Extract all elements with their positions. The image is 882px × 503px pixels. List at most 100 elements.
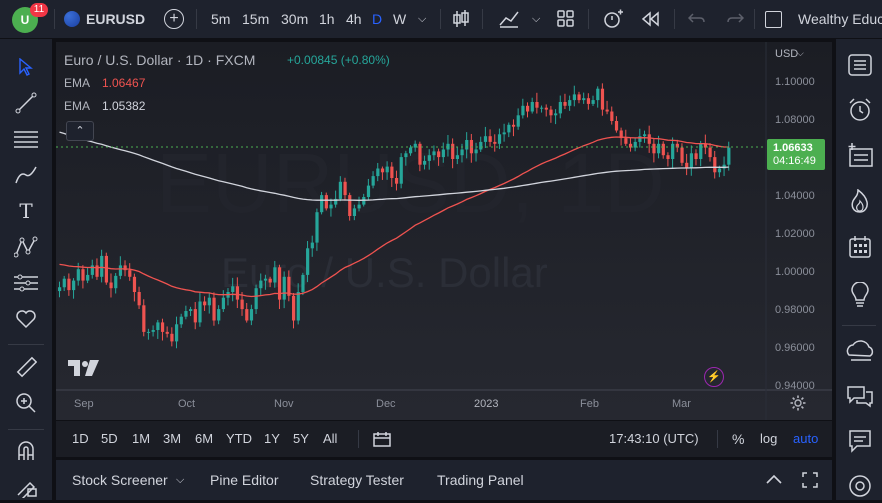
range-1y[interactable]: 1Y — [264, 431, 280, 446]
add-symbol-icon[interactable]: + — [164, 9, 184, 29]
currency-selector[interactable]: USD — [775, 48, 799, 60]
streams-icon[interactable] — [844, 335, 876, 367]
currency-chevron-down-icon[interactable]: ⌵ — [797, 48, 804, 58]
alert-clock-icon[interactable] — [602, 9, 624, 34]
range-5d[interactable]: 5D — [101, 431, 118, 446]
date-range-icon[interactable] — [373, 431, 391, 452]
account-label[interactable]: Wealthy Educ — [798, 11, 882, 27]
watchlist-icon[interactable] — [844, 49, 876, 81]
help-icon[interactable] — [844, 469, 876, 501]
tf-30m[interactable]: 30m — [281, 11, 309, 27]
candle-body — [666, 155, 670, 159]
undo-icon[interactable] — [687, 10, 706, 31]
candle-body — [58, 287, 62, 292]
candle-body — [146, 331, 151, 333]
timeframe-chevron-down-icon[interactable]: ⌵ — [418, 13, 427, 25]
collapse-legend-button[interactable]: ⌃ — [66, 121, 94, 141]
brush-icon[interactable] — [10, 159, 42, 191]
heart-icon[interactable] — [10, 303, 42, 335]
tab-pine-editor[interactable]: Pine Editor — [210, 472, 279, 488]
chart-legend-title[interactable]: Euro / U.S. Dollar · 1D · FXCM — [64, 52, 256, 68]
range-5y[interactable]: 5Y — [293, 431, 309, 446]
last-price-badge[interactable]: 1.06633 04:16:49 — [767, 139, 825, 170]
tf-4h[interactable]: 4h — [346, 11, 362, 27]
magnet-icon[interactable] — [10, 435, 42, 467]
range-ytd[interactable]: YTD — [226, 431, 252, 446]
candle-body — [245, 309, 249, 321]
ideas-lightbulb-icon[interactable] — [844, 279, 876, 311]
candle-body — [680, 147, 684, 163]
bottom-panel-tabs: Stock Screener ⌵ Pine Editor Strategy Te… — [56, 460, 832, 500]
utc-clock[interactable]: 17:43:10 (UTC) — [609, 431, 699, 446]
pattern-icon[interactable] — [10, 231, 42, 263]
replay-icon[interactable] — [641, 11, 660, 32]
candle-body — [156, 322, 160, 330]
hotlists-fire-icon[interactable] — [844, 185, 876, 217]
lock-drawings-icon[interactable] — [10, 471, 42, 503]
candle-body — [540, 107, 544, 109]
notifications-message-icon[interactable] — [844, 425, 876, 457]
ema-fast-line — [59, 136, 729, 298]
candle-body — [549, 109, 553, 116]
candle-body — [324, 195, 328, 209]
time-label-mar: Mar — [672, 398, 691, 410]
layout-grid-icon[interactable] — [557, 10, 575, 33]
fib-lines-icon[interactable] — [10, 123, 42, 155]
range-1m[interactable]: 1M — [132, 431, 151, 446]
candle-body — [132, 276, 137, 292]
range-1d[interactable]: 1D — [72, 431, 89, 446]
tf-w[interactable]: W — [393, 11, 407, 27]
ruler-icon[interactable] — [10, 351, 42, 383]
prediction-icon[interactable] — [10, 267, 42, 299]
tab-trading-panel[interactable]: Trading Panel — [437, 472, 524, 488]
candle-body — [118, 265, 123, 276]
tf-d[interactable]: D — [372, 11, 383, 27]
tf-15m[interactable]: 15m — [242, 11, 270, 27]
percent-toggle[interactable]: % — [732, 431, 745, 447]
price-chart[interactable]: EURUSD, 1D Euro / U.S. Dollar — [56, 42, 832, 420]
range-all[interactable]: All — [323, 431, 338, 446]
candle-body — [296, 292, 300, 321]
maximize-panel-icon[interactable] — [802, 472, 818, 493]
data-window-icon[interactable] — [844, 139, 876, 171]
symbol-search[interactable]: EURUSD — [86, 11, 146, 27]
calendar-icon[interactable] — [844, 231, 876, 263]
candle-body — [521, 105, 525, 116]
redo-icon[interactable] — [726, 10, 745, 31]
range-3m[interactable]: 3M — [163, 431, 182, 446]
price-tick-label: 1.00000 — [775, 266, 815, 278]
candle-body — [86, 274, 90, 281]
notification-badge[interactable]: 11 — [30, 3, 48, 17]
tf-1h[interactable]: 1h — [319, 11, 335, 27]
alarm-clock-icon[interactable] — [844, 94, 876, 126]
tab-stock-screener[interactable]: Stock Screener — [72, 472, 168, 488]
chart-settings-gear-icon[interactable] — [790, 395, 806, 416]
lightning-icon[interactable]: ⚡ — [704, 367, 724, 387]
screener-chevron-down-icon[interactable]: ⌵ — [176, 474, 185, 486]
text-tool-icon[interactable]: T — [19, 199, 33, 223]
indicators-icon[interactable] — [498, 9, 520, 34]
range-6m[interactable]: 6M — [195, 431, 214, 446]
chats-icon[interactable] — [844, 381, 876, 413]
layout-checkbox-icon[interactable] — [765, 11, 782, 28]
ema1-label[interactable]: EMA — [64, 76, 91, 90]
price-tick-label: 1.04000 — [775, 190, 815, 202]
cursor-icon[interactable] — [10, 51, 42, 83]
candle-body — [409, 147, 413, 154]
indicators-chevron-down-icon[interactable]: ⌵ — [532, 13, 541, 25]
trend-line-icon[interactable] — [10, 87, 42, 119]
chart-pane[interactable]: EURUSD, 1D Euro / U.S. Dollar Euro / U.S… — [56, 42, 832, 420]
candles-icon[interactable] — [452, 9, 470, 34]
tf-5m[interactable]: 5m — [211, 11, 231, 27]
candle-body — [203, 301, 207, 306]
ema2-label[interactable]: EMA — [64, 99, 91, 113]
candle-body — [123, 265, 127, 271]
tab-strategy-tester[interactable]: Strategy Tester — [310, 472, 404, 488]
collapse-panel-chevron-up-icon[interactable] — [765, 472, 783, 490]
log-toggle[interactable]: log — [760, 431, 778, 446]
tradingview-logo-icon[interactable] — [66, 358, 100, 383]
auto-toggle[interactable]: auto — [793, 431, 819, 446]
candle-body — [287, 276, 291, 296]
candle-body — [301, 274, 305, 292]
zoom-in-icon[interactable] — [10, 387, 42, 419]
